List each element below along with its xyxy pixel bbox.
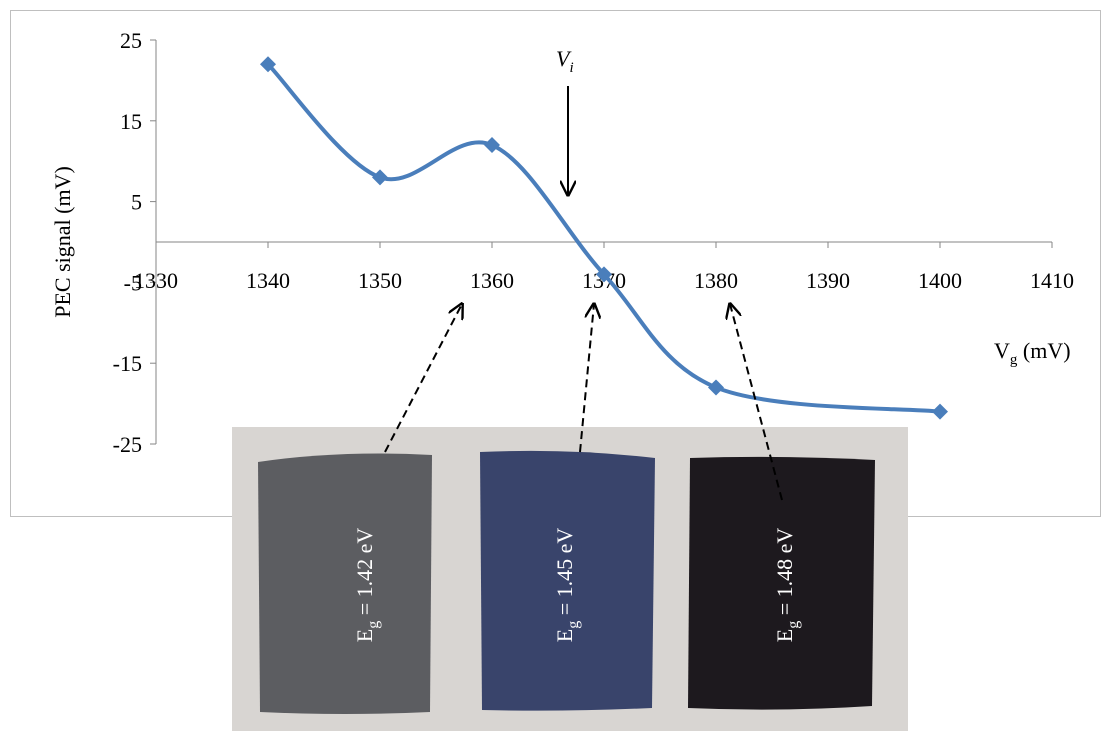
x-axis-label-rest: (mV)	[1017, 338, 1070, 363]
x-tick-label: 1360	[470, 268, 514, 293]
y-tick-label: 15	[120, 109, 142, 134]
marker	[708, 379, 724, 396]
y-tick-label: -5	[124, 270, 142, 295]
sample-label: Eg = 1.42 eV	[352, 528, 382, 643]
sample-label-sub: g	[365, 621, 382, 629]
marker	[932, 403, 948, 420]
sample-label: Eg = 1.48 eV	[772, 528, 802, 643]
marker	[596, 266, 612, 283]
sample-label-main: E	[772, 629, 797, 642]
y-tick-label: 5	[131, 190, 142, 215]
x-tick-label: 1410	[1030, 268, 1074, 293]
arrow	[384, 304, 462, 453]
sample-label-main: E	[352, 629, 377, 642]
sample-label-rest: = 1.45 eV	[552, 528, 577, 621]
sample-1	[258, 453, 432, 714]
x-axis-label-sub: g	[1010, 352, 1018, 368]
annotation-sub: i	[569, 60, 573, 76]
annotation: Vi	[556, 46, 574, 76]
line	[266, 62, 941, 414]
y-tick-label: -25	[113, 432, 142, 457]
x-tick-label: 1390	[806, 268, 850, 293]
sample-label-rest: = 1.42 eV	[352, 528, 377, 621]
sample-2	[480, 450, 655, 711]
y-axis-label: PEC signal (mV)	[50, 166, 75, 318]
annotation-main: V	[556, 46, 572, 71]
arrow	[730, 304, 783, 501]
x-tick-label: 1340	[246, 268, 290, 293]
y-tick-label: 25	[120, 28, 142, 53]
marker	[372, 169, 388, 186]
x-axis-label: Vg (mV)	[994, 338, 1071, 368]
x-tick-label: 1330	[134, 268, 178, 293]
sample-label-main: E	[552, 629, 577, 642]
plot-area: -25-15-551525133013401350136013701380139…	[50, 28, 1074, 457]
sample-3	[688, 456, 875, 710]
marker	[260, 56, 276, 73]
arrow	[579, 304, 594, 453]
sample-label: Eg = 1.45 eV	[552, 528, 582, 643]
x-axis-label-main: V	[994, 338, 1010, 363]
x-tick-label: 1380	[694, 268, 738, 293]
sample-label-sub: g	[565, 621, 582, 629]
marker	[484, 137, 500, 154]
y-tick-label: -15	[113, 351, 142, 376]
sample-label-sub: g	[785, 621, 802, 629]
x-tick-label: 1400	[918, 268, 962, 293]
sample-label-rest: = 1.48 eV	[772, 528, 797, 621]
x-tick-label: 1350	[358, 268, 402, 293]
